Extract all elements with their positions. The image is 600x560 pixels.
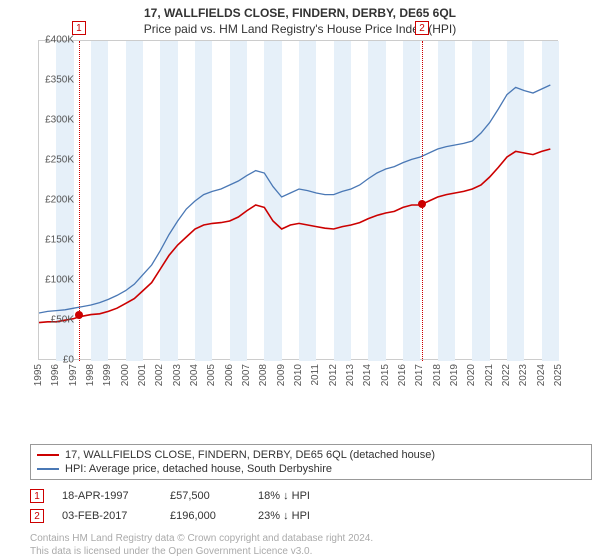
- x-tick-label: 2020: [466, 364, 477, 386]
- x-tick-label: 2014: [362, 364, 373, 386]
- y-tick-label: £350K: [45, 75, 74, 86]
- sale-row-delta: 18% ↓ HPI: [258, 490, 310, 502]
- legend-item-hpi: HPI: Average price, detached house, Sout…: [37, 462, 585, 476]
- y-tick-label: £150K: [45, 235, 74, 246]
- x-tick-label: 1998: [85, 364, 96, 386]
- legend-label: 17, WALLFIELDS CLOSE, FINDERN, DERBY, DE…: [65, 449, 435, 461]
- chart-container: 12 £0£50K£100K£150K£200K£250K£300K£350K£…: [38, 40, 598, 400]
- sale-marker-box: 1: [72, 21, 86, 35]
- x-tick-label: 1997: [68, 364, 79, 386]
- legend-item-price-paid: 17, WALLFIELDS CLOSE, FINDERN, DERBY, DE…: [37, 448, 585, 462]
- sale-row-marker: 2: [30, 509, 44, 523]
- y-tick-label: £250K: [45, 155, 74, 166]
- x-tick-label: 2021: [484, 364, 495, 386]
- x-tick-label: 1999: [102, 364, 113, 386]
- x-tick-label: 2007: [241, 364, 252, 386]
- x-tick-label: 2013: [345, 364, 356, 386]
- legend-label: HPI: Average price, detached house, Sout…: [65, 463, 332, 475]
- sales-list: 1 18-APR-1997 £57,500 18% ↓ HPI 2 03-FEB-2017…: [30, 486, 592, 526]
- sale-row-price: £196,000: [170, 510, 240, 522]
- x-tick-label: 2023: [518, 364, 529, 386]
- x-tick-label: 2002: [154, 364, 165, 386]
- x-tick-label: 2008: [258, 364, 269, 386]
- series-svg: [39, 41, 559, 361]
- legend-swatch: [37, 454, 59, 456]
- x-tick-label: 2004: [189, 364, 200, 386]
- y-tick-label: £400K: [45, 35, 74, 46]
- series-line: [39, 85, 550, 313]
- footer-attribution: Contains HM Land Registry data © Crown c…: [30, 532, 592, 558]
- chart-title-main: 17, WALLFIELDS CLOSE, FINDERN, DERBY, DE…: [0, 0, 600, 20]
- x-tick-label: 2005: [206, 364, 217, 386]
- sale-row: 2 03-FEB-2017 £196,000 23% ↓ HPI: [30, 506, 592, 526]
- legend: 17, WALLFIELDS CLOSE, FINDERN, DERBY, DE…: [30, 444, 592, 480]
- sale-marker-box: 2: [415, 21, 429, 35]
- x-tick-label: 2011: [310, 364, 321, 386]
- x-tick-label: 1995: [33, 364, 44, 386]
- x-tick-label: 2022: [501, 364, 512, 386]
- x-tick-label: 2009: [276, 364, 287, 386]
- sale-row-marker: 1: [30, 489, 44, 503]
- y-tick-label: £50K: [51, 315, 74, 326]
- legend-swatch: [37, 468, 59, 470]
- x-tick-label: 2019: [449, 364, 460, 386]
- sale-row-delta: 23% ↓ HPI: [258, 510, 310, 522]
- sale-marker-dot: [75, 311, 83, 319]
- footer-line-2: This data is licensed under the Open Gov…: [30, 545, 592, 558]
- sale-row-date: 18-APR-1997: [62, 490, 152, 502]
- x-tick-label: 1996: [50, 364, 61, 386]
- sale-row-price: £57,500: [170, 490, 240, 502]
- y-tick-label: £200K: [45, 195, 74, 206]
- chart-title-sub: Price paid vs. HM Land Registry's House …: [0, 20, 600, 40]
- y-tick-label: £300K: [45, 115, 74, 126]
- x-tick-label: 2006: [224, 364, 235, 386]
- sale-row-date: 03-FEB-2017: [62, 510, 152, 522]
- x-tick-label: 2017: [414, 364, 425, 386]
- x-tick-label: 2001: [137, 364, 148, 386]
- x-tick-label: 2012: [328, 364, 339, 386]
- x-tick-label: 2024: [536, 364, 547, 386]
- x-tick-label: 2018: [432, 364, 443, 386]
- sale-marker-dot: [418, 200, 426, 208]
- x-tick-label: 2000: [120, 364, 131, 386]
- plot-area: 12: [38, 40, 558, 360]
- x-tick-label: 2015: [380, 364, 391, 386]
- x-tick-label: 2025: [553, 364, 564, 386]
- x-tick-label: 2003: [172, 364, 183, 386]
- y-tick-label: £100K: [45, 275, 74, 286]
- x-tick-label: 2016: [397, 364, 408, 386]
- x-tick-label: 2010: [293, 364, 304, 386]
- sale-row: 1 18-APR-1997 £57,500 18% ↓ HPI: [30, 486, 592, 506]
- footer-line-1: Contains HM Land Registry data © Crown c…: [30, 532, 592, 545]
